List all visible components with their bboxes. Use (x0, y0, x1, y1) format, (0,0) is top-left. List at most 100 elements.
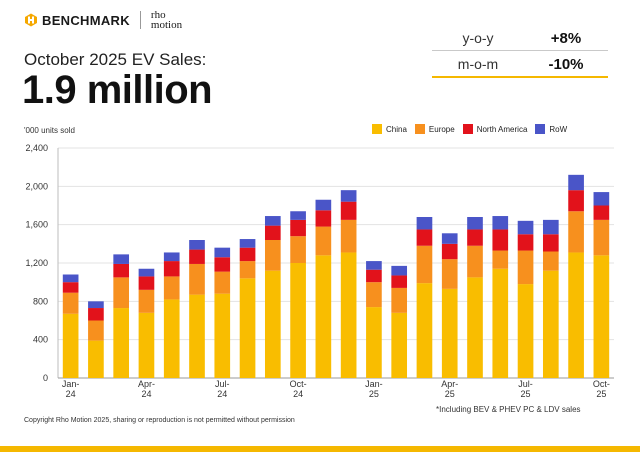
bar-north-america (568, 190, 584, 212)
bar-china (88, 340, 104, 378)
y-tick-label: 0 (43, 373, 48, 383)
bar-row (416, 217, 433, 230)
bar-europe (113, 277, 130, 309)
bar-row (138, 268, 155, 277)
chart-legend: China Europe North America RoW (372, 124, 575, 134)
copyright-text: Copyright Rho Motion 2025, sharing or re… (24, 417, 295, 424)
y-tick-label: 2,400 (25, 143, 48, 153)
kpi-mom: m-o-m -10% (432, 52, 608, 78)
legend-swatch-row (535, 124, 546, 134)
x-tick-label: Apr- (441, 379, 458, 389)
bar-row (568, 174, 584, 191)
bar-europe (517, 250, 534, 285)
legend-label-north-america: North America (476, 124, 528, 134)
bar-row (214, 247, 231, 258)
legend-swatch-europe (414, 124, 425, 134)
y-tick-label: 1,200 (25, 258, 48, 268)
chart-footnote: *Including BEV & PHEV PC & LDV sales (436, 405, 581, 414)
bar-europe (568, 211, 584, 253)
x-tick-label: Jan- (365, 379, 383, 389)
bar-china (113, 308, 130, 378)
bar-north-america (163, 261, 180, 277)
benchmark-logo: BENCHMARK rho motion (24, 10, 189, 31)
bar-china (542, 270, 559, 378)
legend-swatch-north-america (462, 124, 473, 134)
x-tick-label-year: 24 (66, 389, 76, 399)
bar-north-america (366, 269, 382, 283)
legend-swatch-china (372, 124, 382, 134)
bar-north-america (492, 229, 509, 251)
x-tick-label-year: 24 (141, 389, 151, 399)
bar-china (593, 255, 610, 378)
bar-north-america (340, 201, 357, 220)
bar-europe (214, 271, 231, 294)
kpi-yoy: y-o-y +8% (432, 26, 608, 51)
x-tick-label-year: 25 (369, 389, 379, 399)
bar-china (416, 283, 433, 378)
y-tick-label: 800 (33, 296, 48, 306)
bar-europe (340, 219, 357, 253)
bar-north-america (315, 210, 332, 227)
bar-north-america (542, 234, 559, 252)
bar-north-america (467, 229, 483, 246)
bar-china (315, 255, 332, 378)
bar-china (568, 252, 584, 378)
bar-europe (391, 287, 408, 313)
units-label: '000 units sold (24, 126, 75, 135)
kpi-yoy-label: y-o-y (462, 30, 494, 46)
bar-row (264, 216, 281, 226)
kpi-mom-label: m-o-m (457, 56, 499, 72)
bar-north-america (517, 234, 534, 251)
bar-row (189, 240, 205, 250)
bar-china (340, 252, 357, 378)
bar-north-america (62, 282, 79, 293)
bar-china (492, 268, 509, 378)
bar-china (62, 313, 79, 378)
x-tick-label: Jul- (215, 379, 230, 389)
x-tick-label: Oct- (290, 379, 307, 389)
bar-row (517, 220, 534, 235)
brand-name: BENCHMARK (42, 12, 130, 28)
bar-europe (366, 282, 382, 308)
x-tick-label-year: 25 (521, 389, 531, 399)
bar-europe (264, 240, 281, 271)
bar-europe (189, 263, 205, 295)
x-tick-label: Apr- (138, 379, 155, 389)
bar-europe (62, 292, 79, 314)
legend-item-row: RoW (535, 124, 567, 134)
bar-europe (138, 289, 155, 313)
bar-row (290, 211, 306, 220)
bar-china (214, 293, 231, 378)
legend-label-row: RoW (549, 124, 568, 134)
bar-china (163, 299, 180, 378)
bar-row (340, 190, 357, 202)
kpi-mom-value: -10% (548, 55, 584, 73)
accent-bar (0, 446, 640, 452)
y-tick-label: 1,600 (25, 220, 48, 230)
bar-north-america (391, 275, 408, 288)
bar-china (366, 307, 382, 378)
bar-row (163, 252, 180, 262)
bar-europe (290, 236, 306, 263)
bar-north-america (441, 243, 458, 260)
bar-china (290, 263, 306, 378)
bar-europe (593, 219, 610, 256)
bar-europe (416, 245, 433, 284)
kpi-yoy-value: +8% (550, 29, 582, 47)
bar-china (189, 294, 205, 378)
benchmark-hex-icon (25, 13, 37, 27)
bar-row (391, 265, 408, 276)
bar-china (239, 278, 256, 378)
bar-europe (88, 320, 104, 341)
bar-row (239, 239, 256, 248)
bar-row (366, 261, 382, 270)
bar-north-america (593, 205, 610, 220)
legend-item-europe: Europe (414, 124, 455, 134)
bar-row (593, 192, 610, 206)
bar-row (467, 217, 483, 230)
bar-north-america (214, 257, 231, 272)
bar-europe (542, 251, 559, 271)
y-tick-label: 400 (33, 335, 48, 345)
bar-north-america (416, 229, 433, 246)
